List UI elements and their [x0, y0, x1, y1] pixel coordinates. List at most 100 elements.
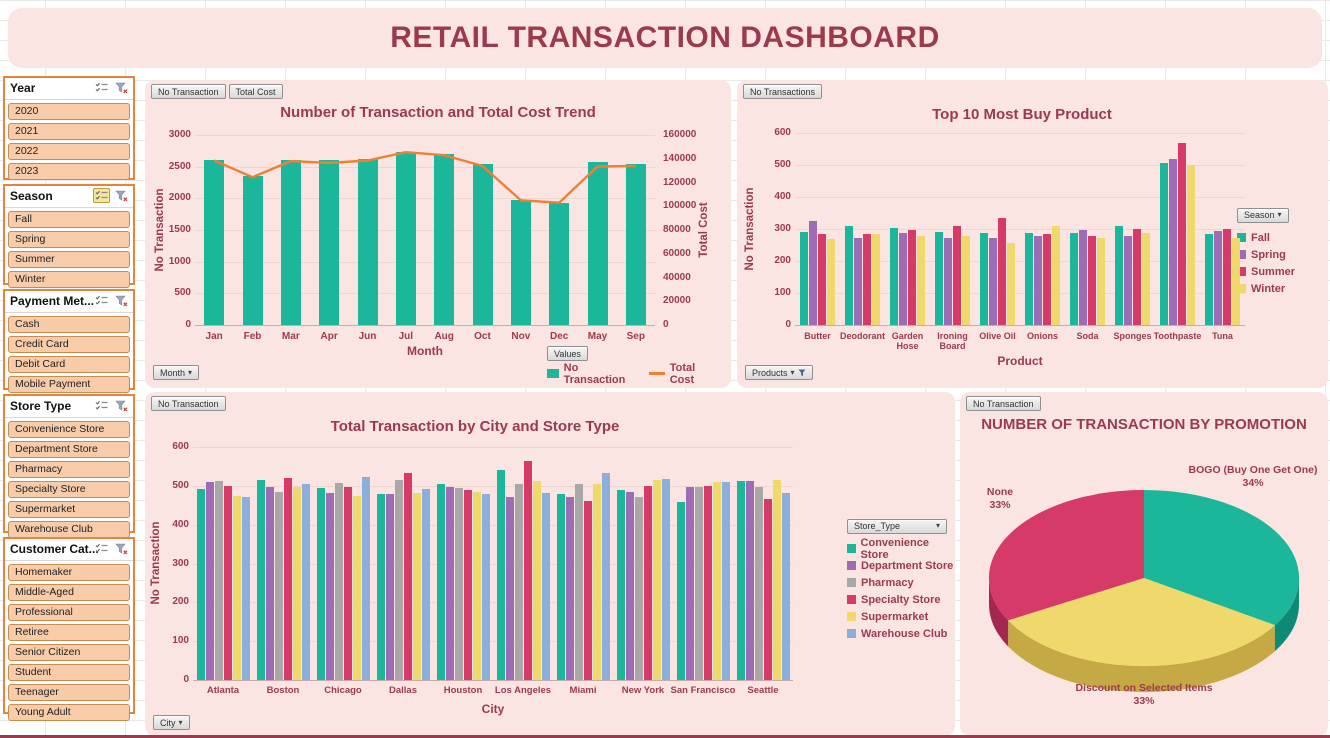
bar-spring: [899, 233, 907, 325]
bar-fall: [845, 225, 853, 325]
bar-specialty-store: [763, 498, 772, 680]
legend-swatch: [847, 544, 856, 553]
multi-select-icon[interactable]: [93, 398, 110, 413]
bar-specialty-store: [223, 485, 232, 680]
bar-no-transaction: [587, 161, 608, 325]
multi-select-icon[interactable]: [93, 80, 110, 95]
clear-filter-icon[interactable]: [113, 398, 130, 413]
bar-no-transaction: [395, 152, 416, 325]
slicer-item-department-store[interactable]: Department Store: [8, 441, 130, 458]
season-legend: Season ▾ Fall Spring Summer Winter: [1237, 205, 1295, 297]
legend-label: Summer: [1251, 265, 1296, 278]
bar-convenience-store: [556, 494, 565, 680]
slicer-item-homemaker[interactable]: Homemaker: [8, 564, 130, 581]
multi-select-icon[interactable]: [93, 188, 110, 203]
y-tick-label: 0: [785, 319, 791, 330]
season-legend-field-button[interactable]: Season ▾: [1237, 207, 1289, 223]
clear-filter-icon[interactable]: [113, 541, 130, 556]
slicer-item-debit-card[interactable]: Debit Card: [8, 356, 130, 373]
slicer-item-retiree[interactable]: Retiree: [8, 624, 130, 641]
slicer-item-professional[interactable]: Professional: [8, 604, 130, 621]
dashboard-title: RETAIL TRANSACTION DASHBOARD: [390, 21, 940, 54]
clear-filter-icon[interactable]: [113, 293, 130, 308]
x-tick-label: Toothpaste: [1153, 331, 1202, 341]
bar-convenience-store: [376, 493, 385, 680]
slicer-item-summer[interactable]: Summer: [8, 251, 130, 268]
bar-no-transaction: [625, 163, 646, 325]
slicer-item-cash[interactable]: Cash: [8, 316, 130, 333]
promotion-pie-chart: [988, 490, 1300, 693]
slicer-item-student[interactable]: Student: [8, 664, 130, 681]
slicer-item-warehouse-club[interactable]: Warehouse Club: [8, 521, 130, 538]
slicer-item-mobile-payment[interactable]: Mobile Payment: [8, 376, 130, 393]
no-transaction-field-button[interactable]: No Transaction: [151, 84, 226, 99]
slicer-item-young-adult[interactable]: Young Adult: [8, 704, 130, 721]
slicer-header: Year: [5, 78, 133, 100]
y-tick-label: 600: [172, 441, 189, 452]
bar-fall: [1115, 226, 1123, 325]
bar-winter: [1187, 165, 1195, 325]
store-type-legend-field-button[interactable]: Store_Type ▾: [847, 518, 947, 534]
y-tick-label-right: 100000: [663, 200, 697, 212]
x-tick-label: Garden Hose: [891, 331, 924, 352]
slicer-customer-cat-: Customer Cat... Homemaker Middle-Aged Profe…: [3, 537, 135, 721]
title-banner: RETAIL TRANSACTION DASHBOARD: [8, 8, 1322, 68]
trend-legend: Values No Transaction Total Cost: [547, 346, 717, 386]
bar-summer: [1133, 229, 1141, 325]
gridline: [195, 166, 655, 168]
pivot-field-buttons: No Transaction: [966, 396, 1041, 411]
pie-side-discount: [1008, 620, 1275, 693]
slicer-item-2023[interactable]: 2023: [8, 163, 130, 180]
slicer-item-specialty-store[interactable]: Specialty Store: [8, 481, 130, 498]
legend-label: Warehouse Club: [861, 627, 948, 640]
clear-filter-icon[interactable]: [113, 80, 130, 95]
chart-title: Total Transaction by City and Store Type: [330, 418, 620, 435]
x-tick-label: Deodorant: [840, 331, 885, 341]
no-transaction-field-button[interactable]: No Transaction: [151, 396, 226, 411]
bar-winter: [962, 236, 970, 325]
bar-spring: [944, 237, 952, 325]
slicer-title: Customer Cat...: [10, 542, 98, 556]
total-cost-field-button[interactable]: Total Cost: [228, 84, 283, 99]
bar-fall: [935, 231, 943, 325]
bar-summer: [1178, 142, 1186, 325]
month-axis-field-label: Month: [160, 367, 186, 378]
bar-department-store: [385, 493, 394, 680]
month-axis-field-button[interactable]: Month ▾: [153, 365, 200, 380]
bar-convenience-store: [256, 480, 265, 680]
gridline: [795, 325, 1245, 326]
city-axis-field-button[interactable]: City ▾: [153, 715, 190, 730]
x-tick-label: Tuna: [1212, 331, 1233, 341]
slicer-item-2021[interactable]: 2021: [8, 123, 130, 140]
slicer-item-spring[interactable]: Spring: [8, 231, 130, 248]
legend-swatch: [847, 595, 856, 604]
bar-fall: [890, 228, 898, 325]
slicer-item-credit-card[interactable]: Credit Card: [8, 336, 130, 353]
y-tick-label: 0: [185, 319, 191, 330]
products-axis-field-button[interactable]: Products ▾: [745, 365, 813, 380]
x-tick-label: Los Angeles: [494, 685, 552, 696]
gridline: [195, 325, 655, 326]
legend-label: Specialty Store: [861, 593, 941, 606]
slicer-item-2020[interactable]: 2020: [8, 103, 130, 120]
slicer-item-2022[interactable]: 2022: [8, 143, 130, 160]
slicer-item-winter[interactable]: Winter: [8, 271, 130, 288]
slicer-item-pharmacy[interactable]: Pharmacy: [8, 461, 130, 478]
bar-warehouse-club: [541, 493, 550, 680]
slicer-item-supermarket[interactable]: Supermarket: [8, 501, 130, 518]
slicer-item-convenience-store[interactable]: Convenience Store: [8, 421, 130, 438]
multi-select-icon[interactable]: [93, 541, 110, 556]
bar-supermarket: [532, 481, 541, 680]
multi-select-icon[interactable]: [93, 293, 110, 308]
legend-label: Fall: [1251, 231, 1270, 244]
slicer-item-senior-citizen[interactable]: Senior Citizen: [8, 644, 130, 661]
slicer-item-fall[interactable]: Fall: [8, 211, 130, 228]
bar-winter: [872, 234, 880, 325]
values-field-button[interactable]: Values: [547, 346, 588, 361]
no-transaction-field-button[interactable]: No Transaction: [966, 396, 1041, 411]
slicer-item-middle-aged[interactable]: Middle-Aged: [8, 584, 130, 601]
no-transactions-field-button[interactable]: No Transactions: [743, 84, 823, 99]
clear-filter-icon[interactable]: [113, 188, 130, 203]
x-tick-label: Miami: [569, 685, 597, 696]
slicer-item-teenager[interactable]: Teenager: [8, 684, 130, 701]
